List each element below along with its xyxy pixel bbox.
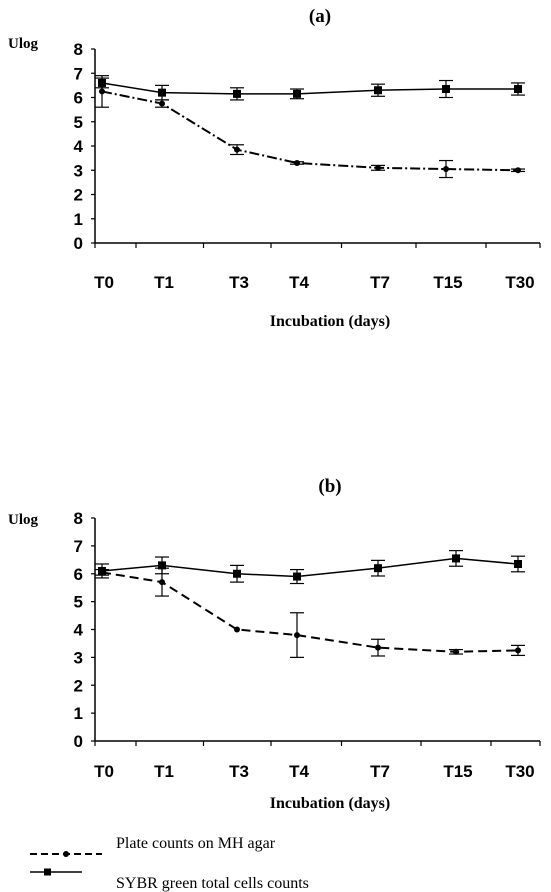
data-point-sybr-green-b	[452, 554, 460, 563]
legend-marker-plate-counts	[63, 851, 69, 857]
x-axis-label-b: Incubation (days)	[270, 795, 390, 812]
y-tick-label-b: 8	[74, 509, 83, 528]
x-tick-label-a: T7	[370, 273, 390, 292]
data-point-plate-counts-a	[443, 166, 449, 173]
y-tick-label-a: 7	[74, 64, 83, 83]
y-tick-label-b: 5	[74, 593, 83, 612]
x-tick-label-b: T30	[505, 762, 534, 781]
x-tick-label-a: T30	[505, 273, 534, 292]
y-tick-label-b: 4	[74, 621, 84, 640]
y-tick-label-a: 0	[74, 234, 83, 253]
data-point-sybr-green-b	[514, 559, 522, 568]
x-tick-label-b: T3	[229, 762, 249, 781]
data-point-sybr-green-a	[233, 89, 241, 98]
data-point-plate-counts-a	[294, 159, 300, 166]
x-tick-label-b: T0	[94, 762, 114, 781]
data-point-plate-counts-b	[375, 644, 381, 651]
y-tick-label-a: 3	[74, 161, 83, 180]
chart-title-a: (a)	[309, 6, 331, 27]
y-tick-label-b: 7	[74, 537, 83, 556]
x-tick-label-a: T4	[289, 273, 309, 292]
y-tick-label-a: 2	[74, 186, 83, 205]
data-point-sybr-green-b	[374, 564, 382, 573]
y-axis-label-b: Ulog	[8, 512, 39, 528]
data-point-plate-counts-a	[159, 100, 165, 107]
chart-panel-a: (a) Ulog Incubation (days) 0 1 2 3 4 5 6 7 8 T0 T1…	[8, 6, 541, 330]
chart-panel-b: (b) Ulog Incubation (days) 0 1 2 3 4 5 6 7 8 T0 T1…	[8, 476, 541, 812]
x-axis-label-a: Incubation (days)	[270, 313, 390, 330]
x-tick-label-a: T15	[433, 273, 462, 292]
data-point-sybr-green-a	[98, 78, 106, 87]
x-tick-label-b: T4	[289, 762, 309, 781]
data-point-plate-counts-b	[515, 647, 521, 654]
data-point-sybr-green-b	[98, 566, 106, 575]
y-tick-label-a: 8	[74, 40, 83, 59]
legend: Plate counts on MH agar SYBR green total…	[30, 835, 309, 892]
data-point-plate-counts-b	[453, 648, 459, 655]
data-point-plate-counts-a	[375, 164, 381, 171]
x-tick-label-a: T1	[154, 273, 174, 292]
data-point-plate-counts-a	[234, 146, 240, 153]
data-point-sybr-green-a	[158, 88, 166, 97]
data-point-sybr-green-a	[293, 89, 301, 98]
series-line-plate-counts-b	[101, 571, 519, 653]
data-point-sybr-green-a	[442, 85, 450, 94]
data-point-sybr-green-b	[233, 569, 241, 578]
data-point-plate-counts-b	[234, 626, 240, 633]
data-point-plate-counts-b	[294, 632, 300, 639]
x-tick-label-a: T3	[229, 273, 249, 292]
legend-label-plate-counts: Plate counts on MH agar	[116, 835, 276, 852]
data-point-sybr-green-b	[158, 561, 166, 570]
y-tick-label-a: 1	[74, 210, 83, 229]
data-point-sybr-green-a	[514, 85, 522, 94]
y-tick-label-b: 3	[74, 648, 83, 667]
y-tick-label-a: 6	[74, 89, 83, 108]
legend-marker-sybr-green	[44, 868, 51, 876]
x-tick-label-b: T1	[154, 762, 174, 781]
plot-area-b: 0 1 2 3 4 5 6 7 8 T0 T1 T3 T4 T7 T15 T30	[74, 509, 541, 781]
x-tick-label-a: T0	[94, 273, 114, 292]
data-point-sybr-green-a	[374, 86, 382, 95]
y-tick-label-a: 4	[74, 137, 84, 156]
y-tick-label-b: 2	[74, 676, 83, 695]
legend-item-sybr-green: SYBR green total cells counts	[30, 868, 309, 892]
y-tick-label-b: 6	[74, 565, 83, 584]
chart-title-b: (b)	[318, 476, 341, 497]
plot-area-a: 0 1 2 3 4 5 6 7 8 T0 T1 T3 T4 T7 T15 T30	[74, 40, 541, 292]
y-tick-label-b: 1	[74, 704, 83, 723]
y-tick-label-b: 0	[74, 732, 83, 751]
y-tick-label-a: 5	[74, 113, 83, 132]
x-tick-label-b: T7	[370, 762, 390, 781]
x-tick-label-b: T15	[443, 762, 472, 781]
data-point-plate-counts-a	[515, 167, 521, 174]
data-point-sybr-green-b	[293, 572, 301, 581]
legend-item-plate-counts: Plate counts on MH agar	[30, 835, 276, 857]
legend-label-sybr-green: SYBR green total cells counts	[116, 875, 309, 892]
y-axis-label-a: Ulog	[8, 36, 39, 52]
data-point-plate-counts-b	[159, 579, 165, 586]
data-point-plate-counts-a	[99, 88, 105, 95]
